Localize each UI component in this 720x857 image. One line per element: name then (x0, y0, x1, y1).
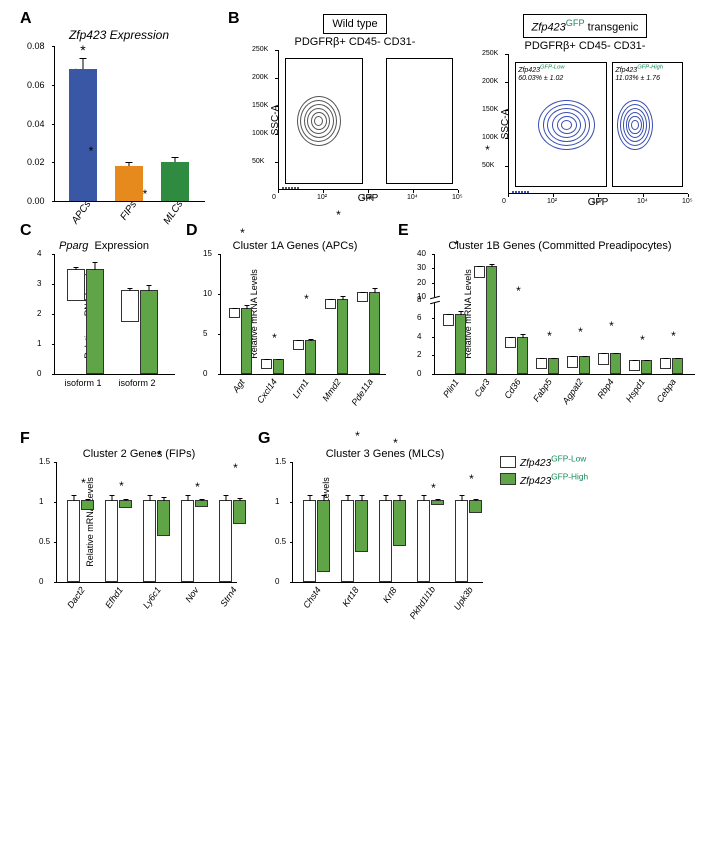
label-B: B (228, 10, 240, 28)
facs-left-sub: PDGFRβ+ CD45- CD31- (250, 36, 460, 48)
row-3: F G Cluster 2 Genes (FIPs) Relative mRNA… (10, 430, 710, 640)
panelF-chart: Relative mRNA Levels 00.511.5*Dact2*Efhd… (56, 462, 237, 583)
panelA-chart: mRNA Relative to Rps18 0.000.020.040.060… (54, 46, 205, 202)
facs-right-plot: SSC-A GFP 50K100K150K200K250K010²10³10⁴1… (508, 54, 688, 194)
facs-right-sub: PDGFRβ+ CD45- CD31- (480, 40, 690, 52)
panelC-chart: Relative mRNA Levels 01234*isoform 1*iso… (54, 254, 175, 375)
panel-C: Pparg Expression Relative mRNA Levels 01… (34, 240, 174, 375)
panelC-title: Pparg Expression (34, 240, 174, 252)
panelG-chart: Relative mRNA Levels 00.511.5Chst4*Krt18… (292, 462, 483, 583)
row-1: A B Zfp423 Expression mRNA Relative to R… (10, 10, 710, 210)
panel-A: Zfp423 Expression mRNA Relative to Rps18… (34, 28, 204, 202)
facs-right-ylab: SSC-A (500, 108, 511, 139)
panel-G: Cluster 3 Genes (MLCs) Relative mRNA Lev… (270, 448, 500, 583)
legend: Zfp423GFP-LowZfp423GFP-High (500, 454, 588, 489)
label-G: G (258, 430, 270, 448)
facs-right: Zfp423GFP transgenic PDGFRβ+ CD45- CD31-… (480, 14, 690, 194)
panelE-chart: Relative mRNA Levels 0246810203040*Plin1… (434, 254, 695, 375)
figure: A B Zfp423 Expression mRNA Relative to R… (10, 10, 710, 640)
facs-left: Wild type PDGFRβ+ CD45- CD31- SSC-A GFP … (250, 14, 460, 194)
row-2: C D E Pparg Expression Relative mRNA Lev… (10, 222, 710, 422)
label-A: A (20, 10, 32, 28)
panel-D: Cluster 1A Genes (APCs) Relative mRNA Le… (200, 240, 390, 375)
panel-B: Wild type PDGFRβ+ CD45- CD31- SSC-A GFP … (250, 10, 710, 194)
facs-left-ylab: SSC-A (270, 105, 281, 136)
facs-right-box: Zfp423GFP transgenic (523, 14, 648, 38)
panelF-title: Cluster 2 Genes (FIPs) (34, 448, 244, 460)
facs-left-plot: SSC-A GFP 50K100K150K200K250K010²10³10⁴1… (278, 50, 458, 190)
facs-pair: Wild type PDGFRβ+ CD45- CD31- SSC-A GFP … (250, 14, 710, 194)
panel-E: Cluster 1B Genes (Committed Preadipocyte… (410, 240, 710, 375)
label-D: D (186, 222, 198, 240)
label-C: C (20, 222, 32, 240)
panelD-title: Cluster 1A Genes (APCs) (200, 240, 390, 252)
panel-F: Cluster 2 Genes (FIPs) Relative mRNA Lev… (34, 448, 244, 583)
panelD-chart: Relative mRNA Levels 051015*Agt*Cxcl14*L… (220, 254, 386, 375)
label-F: F (20, 430, 30, 448)
panelG-title: Cluster 3 Genes (MLCs) (270, 448, 500, 460)
facs-left-box: Wild type (323, 14, 386, 34)
label-E: E (398, 222, 409, 240)
panelA-title: Zfp423 Expression (34, 28, 204, 42)
